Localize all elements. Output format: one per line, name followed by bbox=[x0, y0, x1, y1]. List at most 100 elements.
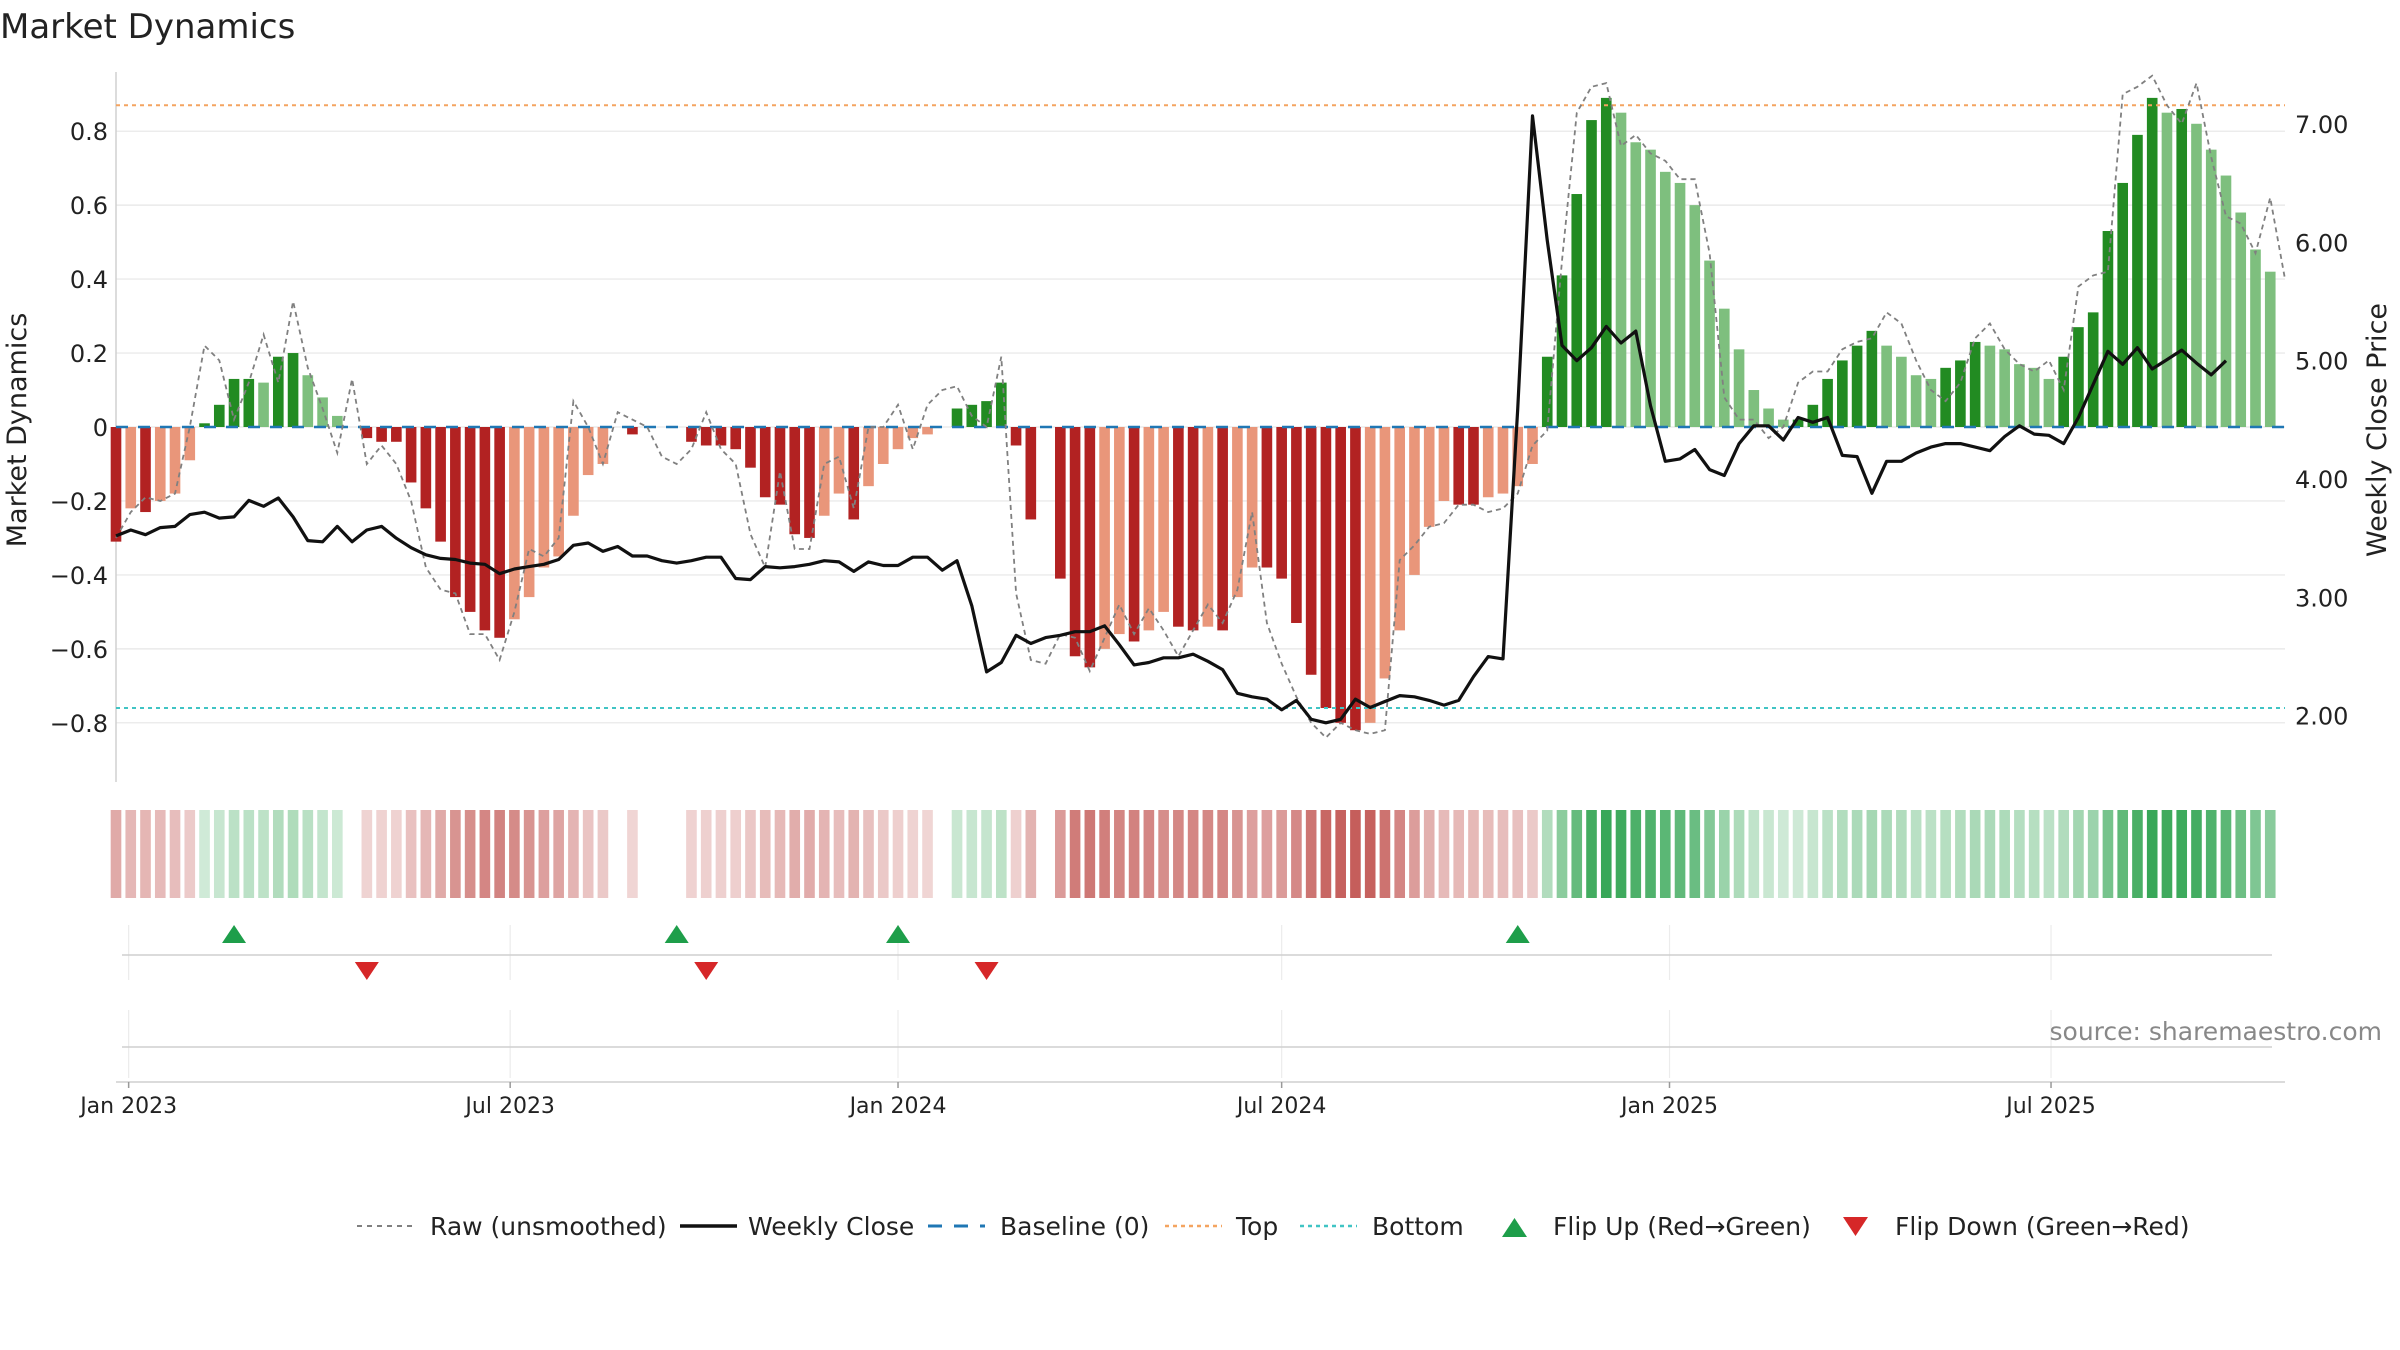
dynamics-bar bbox=[2146, 97, 2158, 428]
y-axis-ticks: −0.8 −0.6 −0.4 −0.2 0 0.2 0.4 0.6 0.8 bbox=[50, 118, 108, 738]
heat-cell bbox=[509, 810, 520, 898]
legend-top: Top bbox=[1235, 1212, 1278, 1241]
legend: Raw (unsmoothed) Weekly Close Baseline (… bbox=[357, 1212, 2190, 1241]
heat-cell bbox=[2132, 810, 2143, 898]
dynamics-bar bbox=[450, 427, 461, 598]
dynamics-bar bbox=[1335, 427, 1346, 723]
series-lines bbox=[115, 74, 2286, 739]
legend-bottom: Bottom bbox=[1372, 1212, 1464, 1241]
dynamics-bar bbox=[1778, 419, 1789, 427]
dynamics-bar bbox=[1128, 427, 1140, 642]
heat-cell bbox=[1851, 810, 1863, 898]
dynamics-bar bbox=[509, 427, 520, 620]
heat-cell bbox=[1320, 810, 1332, 898]
x-tick-label: Jul 2023 bbox=[463, 1094, 555, 1119]
dynamics-bar bbox=[1674, 182, 1686, 427]
flip-markers bbox=[222, 925, 1530, 980]
dynamics-bar bbox=[2235, 212, 2247, 427]
heat-cell bbox=[1630, 810, 1642, 898]
heat-cell bbox=[125, 810, 137, 898]
weekly-close-line bbox=[115, 114, 2228, 725]
heat-cell bbox=[1438, 810, 1450, 898]
heat-cell bbox=[848, 810, 860, 898]
heat-cell bbox=[1055, 810, 1066, 898]
heat-cell bbox=[1615, 810, 1627, 898]
heat-cell bbox=[361, 810, 373, 898]
dynamics-bar bbox=[464, 427, 476, 612]
dynamics-bar bbox=[981, 401, 992, 427]
heat-cell bbox=[951, 810, 963, 898]
y2-tick-label: 5.00 bbox=[2295, 348, 2348, 376]
heat-cell bbox=[981, 810, 992, 898]
dynamics-bar bbox=[1527, 427, 1538, 464]
dynamics-bar bbox=[1556, 275, 1568, 427]
y-tick-label: −0.8 bbox=[50, 710, 108, 738]
dynamics-bar bbox=[125, 427, 137, 509]
dynamics-bar bbox=[1232, 427, 1243, 598]
dynamics-bar bbox=[2043, 378, 2055, 427]
legend-flip-up: Flip Up (Red→Green) bbox=[1553, 1212, 1811, 1241]
dynamics-bar bbox=[287, 353, 299, 427]
dynamics-bar bbox=[892, 427, 904, 450]
dynamics-bar bbox=[730, 427, 742, 450]
x-tick-label: Jan 2024 bbox=[848, 1094, 947, 1119]
dynamics-bar bbox=[848, 427, 860, 520]
heat-cell bbox=[1232, 810, 1243, 898]
heat-cell bbox=[1394, 810, 1406, 898]
dynamics-bar bbox=[1600, 97, 1612, 428]
heat-cell bbox=[110, 810, 122, 898]
heat-cell bbox=[1246, 810, 1258, 898]
dynamics-bar bbox=[715, 427, 727, 446]
y-tick-label: 0.8 bbox=[70, 118, 108, 146]
heat-cell bbox=[774, 810, 786, 898]
dynamics-bar bbox=[1822, 378, 1833, 427]
dynamics-bar bbox=[1114, 427, 1125, 635]
heat-cell bbox=[435, 810, 446, 898]
dynamics-bar bbox=[582, 427, 594, 476]
heat-cell bbox=[818, 810, 830, 898]
dynamics-bar bbox=[907, 427, 919, 439]
dynamics-bar bbox=[1748, 390, 1760, 427]
dynamics-bar bbox=[2205, 149, 2217, 427]
heat-cell bbox=[258, 810, 269, 898]
dynamics-bar bbox=[1541, 356, 1553, 427]
heat-cell bbox=[892, 810, 904, 898]
dynamics-bar bbox=[1099, 427, 1110, 649]
dynamics-bar bbox=[420, 427, 432, 509]
heat-cell bbox=[759, 810, 771, 898]
y2-tick-label: 6.00 bbox=[2295, 229, 2348, 257]
dynamics-bar bbox=[435, 427, 446, 542]
heat-cell bbox=[715, 810, 727, 898]
dynamics-bar bbox=[391, 427, 402, 442]
dynamics-bar bbox=[922, 427, 933, 435]
level-lines bbox=[116, 104, 2285, 710]
heat-cell bbox=[627, 810, 638, 898]
heat-cell bbox=[479, 810, 491, 898]
heat-cell bbox=[2117, 810, 2129, 898]
dynamics-bar bbox=[302, 375, 314, 427]
heat-cell bbox=[700, 810, 712, 898]
heat-cell bbox=[1497, 810, 1509, 898]
dynamics-bar bbox=[1659, 171, 1671, 427]
heat-cell bbox=[2250, 810, 2261, 898]
heat-cell bbox=[1143, 810, 1155, 898]
heat-cell bbox=[1881, 810, 1892, 898]
heat-cell bbox=[169, 810, 181, 898]
dynamics-bar bbox=[2014, 364, 2025, 427]
dynamics-bar bbox=[199, 423, 210, 427]
heat-cell bbox=[686, 810, 697, 898]
dynamics-bar bbox=[833, 427, 845, 494]
heat-cell bbox=[995, 810, 1007, 898]
dynamics-bar bbox=[1571, 194, 1583, 427]
dynamics-bar bbox=[2176, 108, 2188, 428]
dynamics-bar bbox=[1807, 404, 1819, 427]
dynamics-bar bbox=[568, 427, 579, 516]
heat-cell bbox=[2205, 810, 2217, 898]
dynamics-bar bbox=[759, 427, 771, 498]
dynamics-bar bbox=[140, 427, 151, 513]
dynamics-bar bbox=[1718, 308, 1730, 427]
heat-cell bbox=[1409, 810, 1420, 898]
heat-cell bbox=[1512, 810, 1524, 898]
dynamics-bar bbox=[745, 427, 756, 468]
